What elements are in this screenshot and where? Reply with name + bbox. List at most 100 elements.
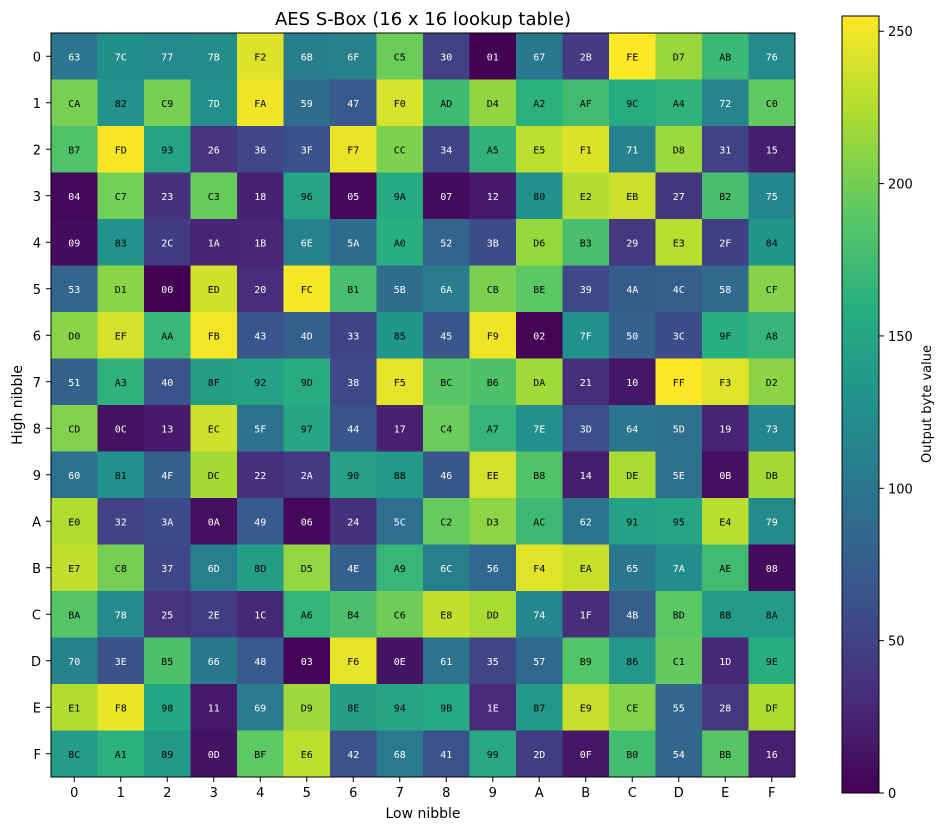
cell-label-4-8: 52 — [440, 238, 452, 249]
cell-label-12-12: 4B — [626, 610, 638, 621]
cell-label-15-7: 68 — [394, 750, 406, 761]
cell-label-5-4: 20 — [254, 285, 266, 296]
cell-1-4 — [237, 79, 284, 127]
cell-14-6 — [330, 684, 377, 731]
cell-9-14 — [702, 451, 749, 499]
cell-label-10-11: 62 — [580, 517, 592, 528]
y-tick-label: 0 — [33, 50, 41, 65]
cell-label-10-6: 24 — [347, 517, 359, 528]
cell-14-9 — [469, 684, 517, 731]
cell-label-15-2: 89 — [161, 750, 173, 761]
cell-label-4-7: A0 — [394, 238, 406, 249]
cell-12-13 — [655, 591, 703, 638]
x-tick-label: F — [768, 786, 775, 801]
cell-label-11-4: 8D — [254, 564, 266, 575]
cell-label-0-15: 76 — [766, 52, 778, 63]
cell-7-3 — [190, 358, 238, 406]
cell-7-8 — [423, 358, 470, 406]
x-tick-label: B — [581, 786, 590, 801]
y-tick-label: 6 — [33, 329, 41, 344]
cell-13-6 — [330, 637, 377, 685]
cell-3-5 — [283, 172, 331, 220]
cell-0-3 — [190, 33, 238, 80]
cell-3-12 — [609, 172, 656, 220]
cell-label-5-1: D1 — [115, 285, 127, 296]
cell-15-12 — [609, 730, 656, 778]
cell-6-15 — [748, 312, 796, 359]
colorbar-tick-label: 150 — [888, 330, 913, 345]
cell-14-2 — [144, 684, 191, 731]
cell-label-13-5: 03 — [301, 657, 313, 668]
cell-2-4 — [237, 126, 284, 173]
cell-0-14 — [702, 33, 749, 80]
cell-label-10-12: 91 — [626, 517, 638, 528]
cell-label-5-14: 58 — [719, 285, 731, 296]
cell-13-2 — [144, 637, 191, 685]
cell-7-5 — [283, 358, 331, 406]
cell-9-4 — [237, 451, 284, 499]
cell-label-11-3: 6D — [208, 564, 220, 575]
cell-2-15 — [748, 126, 796, 173]
cell-label-13-14: 1D — [719, 657, 731, 668]
cell-label-14-9: 1E — [487, 703, 499, 714]
cell-11-3 — [190, 544, 238, 592]
cell-1-9 — [469, 79, 517, 127]
cell-12-11 — [562, 591, 610, 638]
cell-label-4-12: 29 — [626, 238, 638, 249]
cell-0-0 — [51, 33, 98, 80]
cell-11-13 — [655, 544, 703, 592]
y-axis-label: High nibble — [10, 365, 26, 445]
cell-14-14 — [702, 684, 749, 731]
cell-9-0 — [51, 451, 98, 499]
cell-7-10 — [516, 358, 563, 406]
cell-label-8-5: 97 — [301, 424, 313, 435]
cell-label-8-2: 13 — [161, 424, 173, 435]
cell-label-9-0: 60 — [68, 471, 80, 482]
cell-label-0-5: 6B — [301, 52, 313, 63]
cell-7-6 — [330, 358, 377, 406]
x-tick-label: 7 — [396, 786, 404, 801]
cell-label-4-2: 2C — [161, 238, 173, 249]
cell-label-5-11: 39 — [580, 285, 592, 296]
cell-5-9 — [469, 265, 517, 313]
y-tick-label: C — [32, 608, 41, 623]
cell-3-15 — [748, 172, 796, 220]
cell-label-14-10: 87 — [533, 703, 545, 714]
cell-3-7 — [376, 172, 424, 220]
cell-13-8 — [423, 637, 470, 685]
cell-4-9 — [469, 219, 517, 266]
colorbar-ticks: 0 50 100 150 200 250 — [879, 25, 913, 802]
x-tick-label: A — [535, 786, 544, 801]
cell-7-13 — [655, 358, 703, 406]
x-tick-label: 9 — [489, 786, 497, 801]
cell-6-13 — [655, 312, 703, 359]
colorbar-tick-label: 200 — [888, 178, 913, 193]
cell-label-10-3: 0A — [208, 517, 220, 528]
cell-15-15 — [748, 730, 796, 778]
cell-15-3 — [190, 730, 238, 778]
cell-1-2 — [144, 79, 191, 127]
cell-label-9-8: 46 — [440, 471, 452, 482]
cell-8-13 — [655, 405, 703, 452]
cell-12-12 — [609, 591, 656, 638]
cell-label-7-11: 21 — [580, 378, 592, 389]
cell-label-1-5: 59 — [301, 99, 313, 110]
cell-4-15 — [748, 219, 796, 266]
cell-9-3 — [190, 451, 238, 499]
cell-label-3-6: 05 — [347, 192, 359, 203]
cell-12-5 — [283, 591, 331, 638]
cell-label-7-6: 38 — [347, 378, 359, 389]
cell-label-12-13: BD — [673, 610, 685, 621]
cell-label-4-11: B3 — [580, 238, 592, 249]
cell-11-2 — [144, 544, 191, 592]
cell-12-14 — [702, 591, 749, 638]
cell-11-12 — [609, 544, 656, 592]
cell-4-6 — [330, 219, 377, 266]
cell-10-5 — [283, 498, 331, 545]
cell-label-8-14: 19 — [719, 424, 731, 435]
cell-label-14-12: CE — [626, 703, 638, 714]
cell-15-6 — [330, 730, 377, 778]
cell-label-3-4: 18 — [254, 192, 266, 203]
cell-15-8 — [423, 730, 470, 778]
cell-8-0 — [51, 405, 98, 452]
